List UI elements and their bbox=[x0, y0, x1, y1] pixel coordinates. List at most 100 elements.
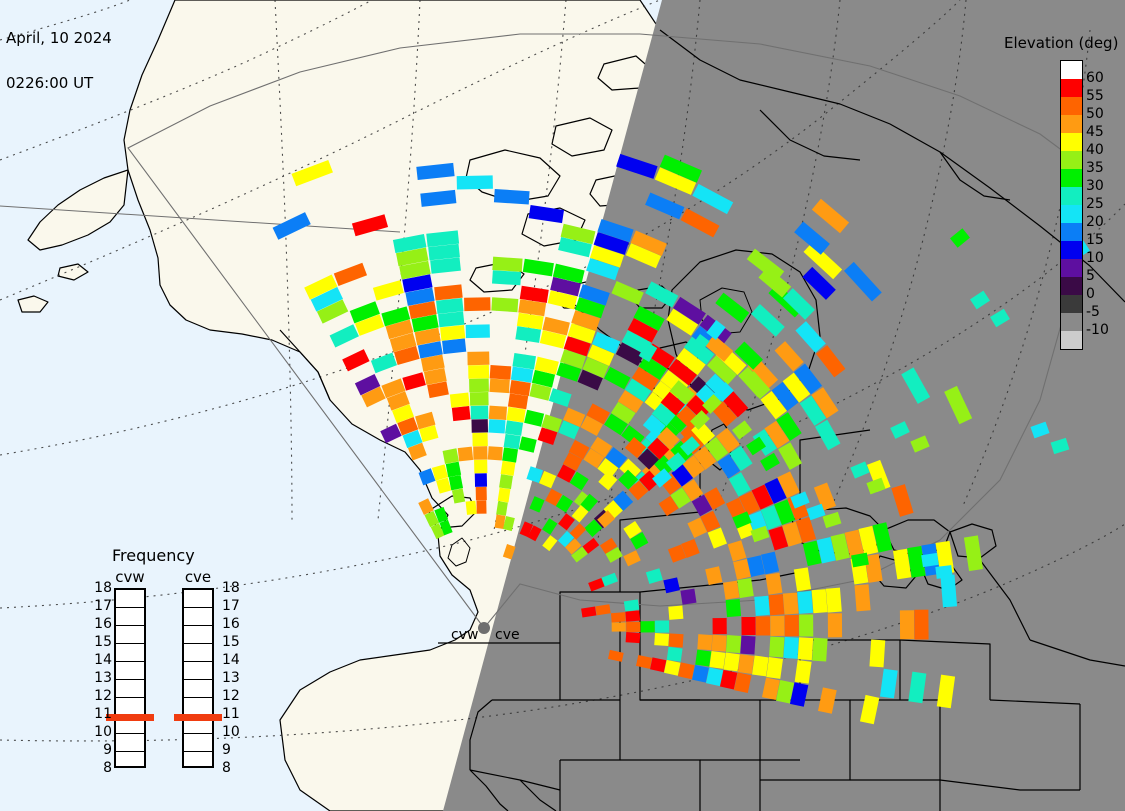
elevation-cell bbox=[590, 436, 613, 458]
elevation-cell bbox=[707, 527, 727, 549]
elevation-cell bbox=[519, 285, 549, 303]
elevation-cell bbox=[782, 372, 811, 403]
elevation-cell bbox=[598, 471, 618, 491]
elevation-colorbar: Elevation (deg) 60 55 50 45 40 35 30 25 20 15 10 5 0… bbox=[1004, 34, 1125, 364]
frequency-tick-11: 11 bbox=[222, 706, 240, 722]
elevation-cell bbox=[709, 651, 726, 669]
colorbar-cell-1 bbox=[1061, 79, 1082, 97]
elevation-cell bbox=[386, 391, 410, 411]
elevation-cell bbox=[560, 223, 596, 245]
elevation-cell bbox=[440, 324, 466, 341]
elevation-cell bbox=[624, 437, 647, 459]
elevation-cell bbox=[618, 469, 639, 490]
elevation-cell bbox=[516, 312, 544, 330]
elevation-cell bbox=[737, 654, 755, 674]
elevation-cell bbox=[717, 454, 741, 479]
elevation-cell bbox=[610, 401, 636, 425]
elevation-cell bbox=[505, 420, 524, 436]
elevation-cell bbox=[715, 427, 741, 454]
elevation-cell bbox=[411, 314, 439, 333]
elevation-cell bbox=[541, 414, 563, 433]
frequency-panel: Frequency cvw 18 17 16 15 14 13 12 11 10 9 8 cve 18 17… bbox=[88, 546, 248, 791]
elevation-cell bbox=[766, 657, 783, 679]
elevation-cell bbox=[623, 599, 640, 612]
elevation-cell bbox=[502, 447, 519, 463]
elevation-cell bbox=[506, 406, 526, 423]
frequency-tick-12: 12 bbox=[222, 688, 240, 704]
elevation-cell bbox=[692, 664, 709, 683]
elevation-cell bbox=[790, 491, 810, 509]
elevation-cell bbox=[584, 519, 603, 538]
elevation-cell bbox=[1030, 421, 1050, 439]
elevation-cell bbox=[752, 655, 769, 677]
elevation-cell bbox=[758, 266, 792, 298]
elevation-cell bbox=[812, 637, 828, 662]
elevation-cell bbox=[349, 301, 380, 324]
elevation-cell bbox=[811, 589, 828, 614]
elevation-cell bbox=[732, 420, 752, 440]
frequency-tick-16: 16 bbox=[94, 616, 112, 632]
elevation-cell bbox=[342, 349, 370, 372]
elevation-cell bbox=[569, 471, 589, 491]
elevation-cell bbox=[700, 510, 721, 533]
elevation-cell bbox=[624, 378, 652, 403]
elevation-cell bbox=[476, 500, 487, 514]
elevation-cell bbox=[910, 435, 930, 453]
elevation-cell bbox=[907, 546, 926, 578]
elevation-cell bbox=[436, 297, 464, 314]
elevation-cell bbox=[503, 433, 521, 450]
elevation-cell bbox=[571, 505, 589, 523]
elevation-cell bbox=[764, 477, 787, 504]
elevation-cell bbox=[557, 530, 575, 548]
elevation-cell bbox=[734, 341, 763, 370]
colorbar-tick-20: 20 bbox=[1086, 214, 1104, 230]
frequency-radar-name-cve: cve bbox=[184, 568, 212, 586]
elevation-cell bbox=[645, 281, 679, 308]
elevation-cell bbox=[489, 365, 512, 380]
elevation-cell bbox=[825, 587, 842, 613]
elevation-cell bbox=[488, 405, 508, 421]
elevation-cell bbox=[605, 447, 628, 469]
elevation-cell bbox=[494, 514, 506, 529]
frequency-segment bbox=[116, 590, 144, 608]
elevation-cell bbox=[802, 266, 836, 300]
elevation-cell bbox=[599, 537, 618, 554]
elevation-cell bbox=[515, 326, 542, 343]
elevation-cell bbox=[492, 256, 523, 272]
elevation-cell bbox=[628, 480, 649, 501]
frequency-tick-15: 15 bbox=[222, 634, 240, 650]
timestamp: April, 10 2024 0226:00 UT bbox=[6, 1, 112, 121]
elevation-cell bbox=[760, 391, 787, 420]
elevation-cell bbox=[682, 455, 705, 479]
elevation-cell bbox=[704, 436, 729, 462]
elevation-cell bbox=[291, 159, 333, 187]
elevation-cell bbox=[568, 439, 590, 460]
elevation-cell bbox=[439, 519, 453, 536]
frequency-tick-13: 13 bbox=[94, 670, 112, 686]
elevation-cell bbox=[611, 622, 626, 632]
radar-fov-outline bbox=[0, 33, 1076, 629]
elevation-cell bbox=[695, 649, 712, 667]
elevation-cell bbox=[571, 310, 601, 331]
elevation-cell bbox=[419, 424, 439, 443]
elevation-cell bbox=[760, 505, 782, 530]
elevation-cell bbox=[761, 677, 780, 701]
frequency-segment bbox=[184, 752, 212, 770]
elevation-cell bbox=[725, 635, 742, 654]
elevation-cell bbox=[592, 331, 621, 354]
elevation-cell bbox=[569, 523, 587, 540]
elevation-cell bbox=[944, 385, 973, 425]
elevation-cell bbox=[474, 473, 488, 487]
elevation-cell bbox=[676, 347, 706, 376]
elevation-cell bbox=[527, 525, 542, 542]
elevation-cell bbox=[782, 288, 815, 320]
frequency-segment bbox=[184, 626, 212, 644]
elevation-cell bbox=[597, 219, 634, 243]
elevation-cell bbox=[663, 577, 680, 594]
elevation-cell bbox=[775, 679, 795, 704]
elevation-cell bbox=[424, 510, 440, 528]
elevation-cell bbox=[442, 448, 459, 465]
elevation-cell bbox=[811, 198, 850, 234]
elevation-cell bbox=[697, 634, 713, 651]
